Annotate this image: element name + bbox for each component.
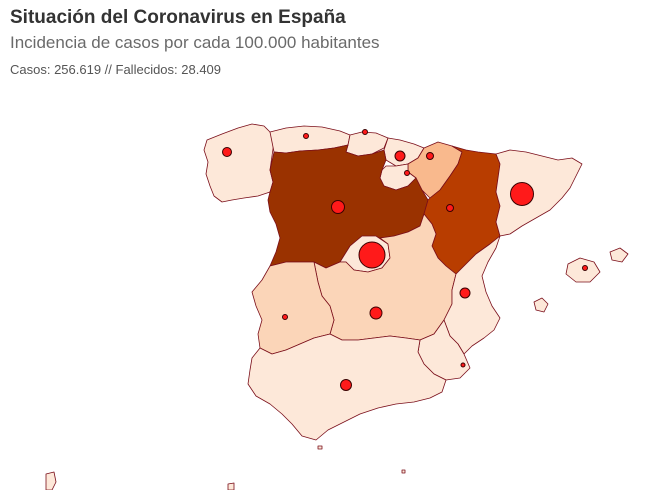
stats-summary: Casos: 256.619 // Fallecidos: 28.409 — [10, 62, 222, 77]
bubble-castilla-y-leon — [331, 200, 345, 214]
bubble-la-rioja — [404, 170, 410, 176]
bubble-aragon — [446, 204, 454, 212]
bubble-andalucia — [340, 379, 352, 391]
bubble-pais-vasco — [394, 150, 406, 162]
region-canarias[interactable] — [45, 471, 235, 490]
bubble-murcia — [460, 362, 466, 368]
region-galicia[interactable] — [203, 123, 275, 203]
region-cataluna[interactable] — [495, 149, 583, 237]
bubble-extremadura — [282, 314, 288, 320]
region-islas-baleares[interactable] — [533, 247, 629, 313]
bubble-cantabria — [362, 129, 368, 135]
bubble-madrid — [358, 241, 386, 269]
map-subtitle: Incidencia de casos por cada 100.000 hab… — [10, 33, 380, 52]
bubble-galicia — [222, 147, 232, 157]
bubble-islas-baleares — [582, 265, 588, 271]
bubble-comunidad-valenciana — [459, 287, 471, 299]
bubble-asturias — [303, 133, 309, 139]
bubble-cataluna — [510, 182, 534, 206]
region-melilla[interactable] — [401, 469, 406, 474]
bubble-navarra — [426, 152, 434, 160]
header: Situación del Coronavirus en España Inci… — [10, 6, 640, 79]
bubble-castilla-la-mancha — [369, 306, 383, 320]
map-title: Situación del Coronavirus en España — [10, 7, 346, 28]
region-comunidad-valenciana[interactable] — [443, 235, 501, 355]
region-ceuta[interactable] — [317, 445, 323, 450]
